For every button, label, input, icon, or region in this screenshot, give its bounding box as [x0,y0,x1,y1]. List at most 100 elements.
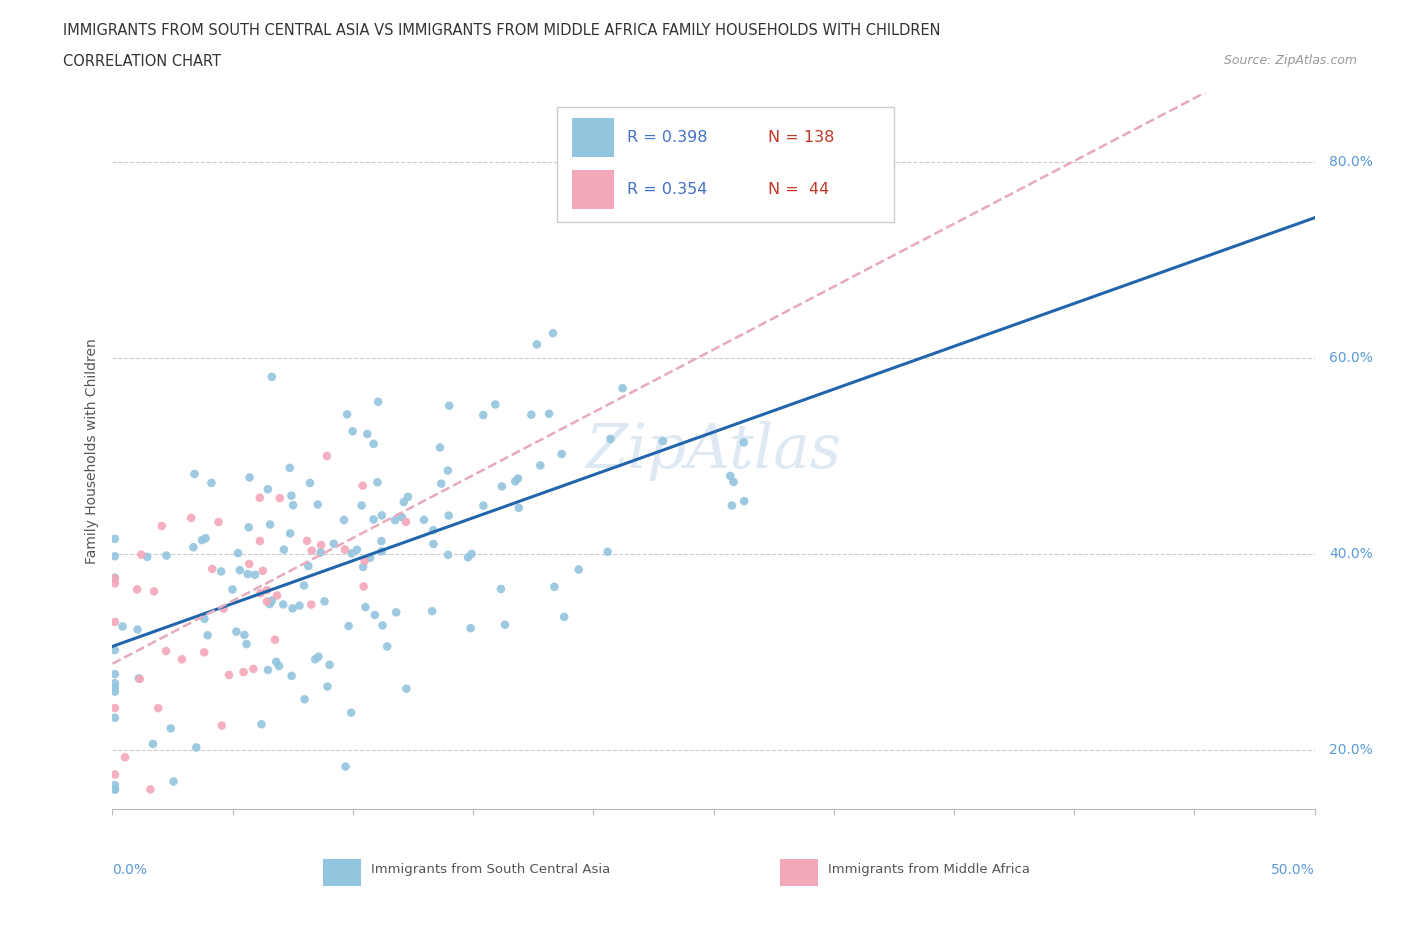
Point [197,628,219,643]
Text: 0.0%: 0.0% [112,863,148,877]
Point [191,533,214,548]
Point [104,615,127,630]
Text: CORRELATION CHART: CORRELATION CHART [63,54,221,69]
Point [391,510,413,525]
Point [155,644,177,658]
Point [104,700,127,715]
Point [104,767,127,782]
Point [359,551,381,565]
Point [437,548,460,563]
Point [104,676,127,691]
Point [238,520,260,535]
Point [494,618,516,632]
Point [104,667,127,682]
Point [139,782,162,797]
Point [256,583,278,598]
Point [257,662,280,677]
Point [364,607,387,622]
Point [437,508,460,523]
Point [367,475,389,490]
Point [353,553,375,568]
Point [229,563,252,578]
Point [281,601,304,616]
Point [429,440,451,455]
Point [422,537,444,551]
Point [212,602,235,617]
Point [150,519,173,534]
Point [309,538,332,552]
Point [211,718,233,733]
Text: N = 138: N = 138 [768,130,834,145]
Point [342,424,364,439]
Point [104,782,127,797]
Point [257,482,280,497]
Point [508,500,530,515]
Point [264,632,287,647]
Point [259,597,281,612]
Point [307,649,329,664]
Point [236,566,259,581]
Text: N =  44: N = 44 [768,182,830,197]
Point [346,542,368,557]
Point [484,397,506,412]
Point [207,514,229,529]
Point [249,586,271,601]
Point [370,544,392,559]
Point [259,517,281,532]
Point [596,544,619,559]
Point [280,669,302,684]
Point [316,679,339,694]
FancyBboxPatch shape [557,107,894,222]
Point [529,458,551,472]
Point [491,479,513,494]
FancyBboxPatch shape [780,858,818,885]
Text: 80.0%: 80.0% [1329,154,1372,168]
Point [280,488,302,503]
Point [281,498,304,512]
Point [226,546,249,561]
Point [266,588,288,603]
Point [142,737,165,751]
Text: R = 0.398: R = 0.398 [627,130,707,145]
Point [292,578,315,593]
Point [316,448,339,463]
Point [143,584,166,599]
Point [335,759,357,774]
Point [457,550,479,565]
Point [333,512,356,527]
Point [350,498,373,513]
Point [392,495,415,510]
Point [183,467,205,482]
Point [209,564,232,578]
Point [472,498,495,513]
Point [218,668,240,683]
Point [318,658,340,672]
Point [550,446,572,461]
FancyBboxPatch shape [323,858,361,885]
Point [242,661,264,676]
Point [194,531,217,546]
Point [352,560,374,575]
Point [180,511,202,525]
Point [721,498,744,513]
Point [541,326,564,340]
Point [104,549,127,564]
Point [367,394,389,409]
Text: 60.0%: 60.0% [1329,351,1372,365]
Text: IMMIGRANTS FROM SOUTH CENTRAL ASIA VS IMMIGRANTS FROM MIDDLE AFRICA FAMILY HOUSE: IMMIGRANTS FROM SOUTH CENTRAL ASIA VS IM… [63,23,941,38]
Point [104,576,127,591]
Point [568,562,591,577]
Point [340,705,363,720]
Point [553,609,575,624]
Point [340,546,363,561]
Point [271,597,294,612]
Text: R = 0.354: R = 0.354 [627,182,707,197]
Point [278,460,301,475]
Point [301,543,323,558]
Point [352,478,374,493]
Point [148,700,170,715]
Point [186,740,208,755]
Point [159,721,181,736]
Point [375,639,398,654]
Point [336,407,359,422]
